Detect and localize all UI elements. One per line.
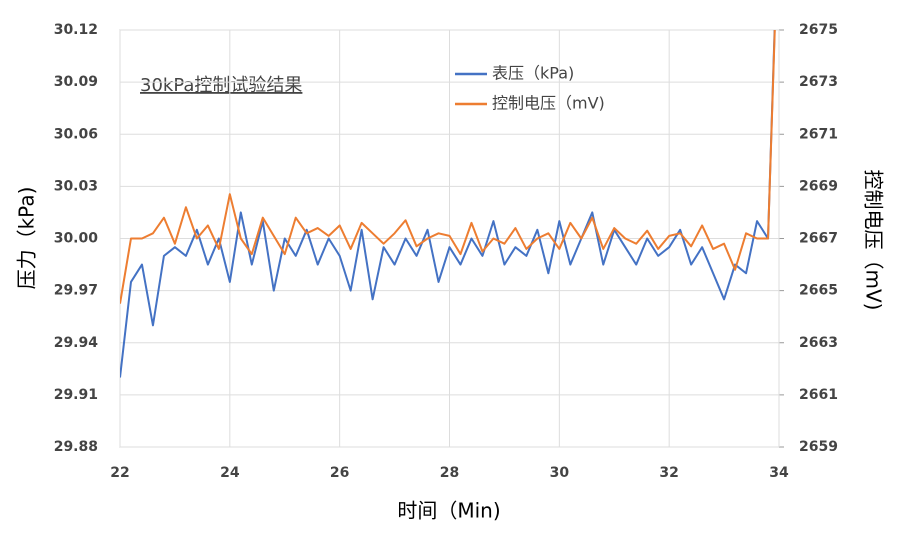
y2-tick-label: 2665	[799, 283, 838, 299]
y2-tick-label: 2659	[799, 439, 838, 455]
y-tick-label: 30.00	[54, 231, 99, 247]
series-line	[120, 30, 776, 304]
y-tick-label: 30.03	[54, 178, 98, 194]
y2-tick-label: 2667	[799, 231, 838, 247]
y-tick-label: 29.88	[54, 439, 98, 455]
plot-area	[120, 30, 776, 378]
y2-tick-label: 2661	[799, 387, 838, 403]
x-tick-label: 22	[110, 465, 129, 481]
y2-tick-label: 2675	[799, 22, 838, 38]
x-tick-label: 32	[659, 465, 678, 481]
y-tick-label: 30.12	[54, 22, 98, 38]
y2-axis-title: 控制电压（mV)	[862, 170, 886, 311]
y2-tick-label: 2671	[799, 126, 838, 142]
y-tick-label: 30.09	[54, 74, 98, 90]
legend-label: 表压（kPa)	[492, 64, 574, 83]
x-tick-label: 34	[769, 465, 789, 481]
y-tick-label: 29.91	[54, 387, 98, 403]
x-tick-label: 24	[220, 465, 240, 481]
y-tick-label: 29.97	[54, 283, 98, 299]
x-tick-label: 28	[440, 465, 459, 481]
y2-tick-label: 2669	[799, 178, 838, 194]
y-tick-label: 29.94	[54, 335, 99, 351]
y2-tick-label: 2673	[799, 74, 838, 90]
x-tick-label: 26	[330, 465, 349, 481]
y-tick-label: 30.06	[54, 126, 98, 142]
y-axis-title: 压力（kPa)	[15, 187, 39, 290]
y2-tick-label: 2663	[799, 335, 838, 351]
x-tick-label: 30	[550, 465, 570, 481]
x-axis-title: 时间（Min)	[397, 499, 500, 523]
annotation: 30kPa控制试验结果	[140, 75, 302, 96]
legend-label: 控制电压（mV)	[492, 94, 605, 113]
series-line	[120, 30, 776, 378]
